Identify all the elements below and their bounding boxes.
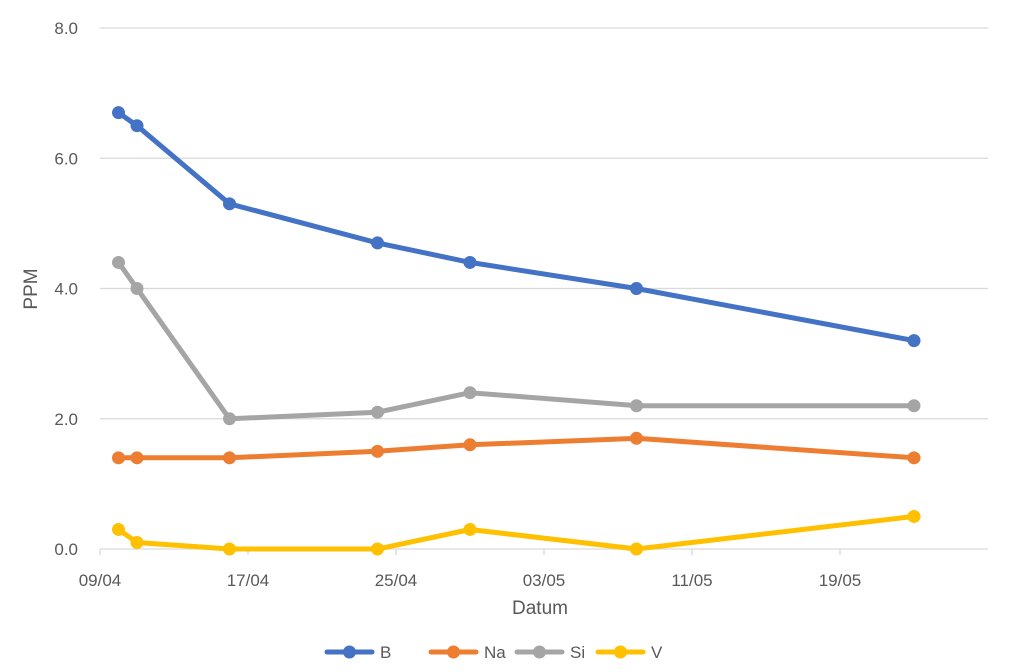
data-point-na	[630, 431, 643, 445]
data-point-na	[130, 451, 144, 465]
x-tick-label: 19/05	[819, 571, 862, 590]
data-point-si	[371, 405, 384, 419]
y-tick-label: 0.0	[54, 540, 78, 559]
data-point-v	[907, 509, 921, 523]
data-point-si	[112, 255, 125, 269]
series-line-b	[116, 110, 917, 344]
data-point-v	[223, 542, 236, 556]
data-point-b	[223, 197, 236, 211]
legend: B Na Si V	[324, 643, 663, 662]
legend-label-v: V	[651, 643, 663, 662]
data-point-si	[463, 386, 477, 400]
data-point-na	[907, 451, 921, 465]
data-point-v	[371, 542, 384, 556]
data-point-na	[223, 451, 236, 465]
data-point-na	[463, 438, 477, 452]
data-point-si	[907, 399, 921, 413]
y-tick-label: 6.0	[54, 149, 78, 168]
gridlines	[100, 27, 988, 550]
legend-marker-b	[343, 645, 356, 659]
legend-label-si: Si	[570, 643, 585, 662]
data-point-b	[463, 255, 477, 269]
data-point-na	[371, 444, 384, 458]
x-tick-label: 11/05	[671, 571, 712, 590]
series-group	[112, 106, 921, 556]
data-point-v	[463, 522, 477, 536]
legend-label-b: B	[380, 643, 391, 662]
series-line-v	[116, 513, 917, 552]
data-point-b	[630, 282, 643, 295]
x-tick-label: 09/04	[79, 571, 122, 590]
x-tick-label: 17/04	[227, 571, 270, 590]
data-point-b	[907, 334, 921, 348]
data-point-v	[112, 522, 125, 536]
legend-marker-v	[614, 645, 627, 659]
y-tick-label: 4.0	[54, 280, 78, 299]
x-tick-label: 25/04	[375, 571, 418, 590]
x-axis-title: Datum	[512, 598, 568, 619]
data-point-si	[130, 282, 144, 295]
series-line-na	[116, 435, 917, 461]
x-axis-ticks: 09/04 17/04 25/04 03/05 11/05 19/05	[79, 549, 862, 590]
series-line-si	[116, 259, 917, 422]
y-axis-ticks: 0.0 2.0 4.0 6.0 8.0	[54, 19, 78, 559]
data-point-b	[371, 236, 384, 250]
y-tick-label: 8.0	[54, 19, 78, 38]
data-point-si	[630, 399, 643, 413]
legend-marker-si	[533, 645, 546, 659]
legend-marker-na	[447, 645, 460, 659]
y-axis-title: PPM	[21, 268, 42, 309]
data-point-v	[130, 535, 144, 549]
legend-label-na: Na	[484, 643, 506, 662]
data-point-v	[630, 542, 643, 556]
data-point-b	[112, 106, 125, 120]
y-tick-label: 2.0	[54, 410, 78, 429]
data-point-si	[223, 412, 236, 426]
x-tick-label: 03/05	[523, 571, 566, 590]
data-point-na	[112, 451, 125, 465]
data-point-b	[130, 119, 144, 133]
